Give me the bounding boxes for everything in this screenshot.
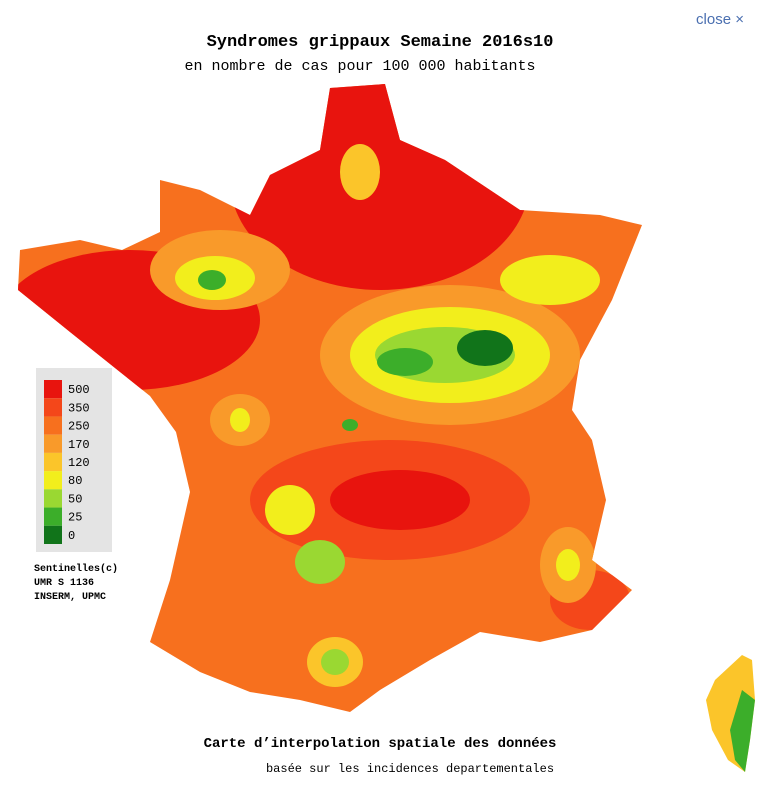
map-region — [340, 144, 380, 200]
legend-label: 250 — [68, 420, 90, 434]
credit-line: Sentinelles(c) — [34, 563, 118, 575]
legend-label: 350 — [68, 401, 90, 415]
map-region — [500, 255, 600, 305]
map-region — [377, 348, 433, 376]
map-region — [457, 330, 513, 366]
legend-swatch — [44, 507, 62, 526]
legend-swatch — [44, 434, 62, 453]
credit-line: INSERM, UPMC — [34, 592, 106, 603]
footer-title: Carte d’interpolation spatiale des donné… — [204, 736, 557, 752]
map-region — [321, 649, 349, 675]
map-region — [342, 419, 358, 431]
footer-subtitle: basée sur les incidences departementales — [266, 762, 554, 776]
credits: Sentinelles(c) UMR S 1136 INSERM, UPMC — [34, 563, 118, 603]
legend-swatch — [44, 471, 62, 490]
legend-label: 500 — [68, 383, 90, 397]
map-subtitle: en nombre de cas pour 100 000 habitants — [184, 58, 535, 75]
map-title: Syndromes grippaux Semaine 2016s10 — [207, 33, 554, 52]
corsica-region — [730, 690, 755, 772]
legend-label: 120 — [68, 456, 90, 470]
legend-swatch — [44, 380, 62, 399]
close-button[interactable]: close × — [696, 11, 744, 28]
legend-label: 170 — [68, 438, 90, 452]
legend-swatch — [44, 416, 62, 435]
legend-label: 0 — [68, 529, 75, 543]
map-region — [330, 470, 470, 530]
map-region — [556, 549, 580, 581]
map-region — [198, 270, 226, 290]
credit-line: UMR S 1136 — [34, 578, 94, 589]
legend-swatch — [44, 452, 62, 472]
map-region — [265, 485, 315, 535]
legend-label: 50 — [68, 492, 82, 506]
legend-label: 80 — [68, 474, 82, 488]
legend-swatch — [44, 489, 62, 508]
legend-label: 25 — [68, 511, 82, 525]
map-region — [295, 540, 345, 584]
legend-swatch — [44, 525, 62, 544]
legend-swatch — [44, 398, 62, 417]
map-region — [230, 408, 250, 432]
